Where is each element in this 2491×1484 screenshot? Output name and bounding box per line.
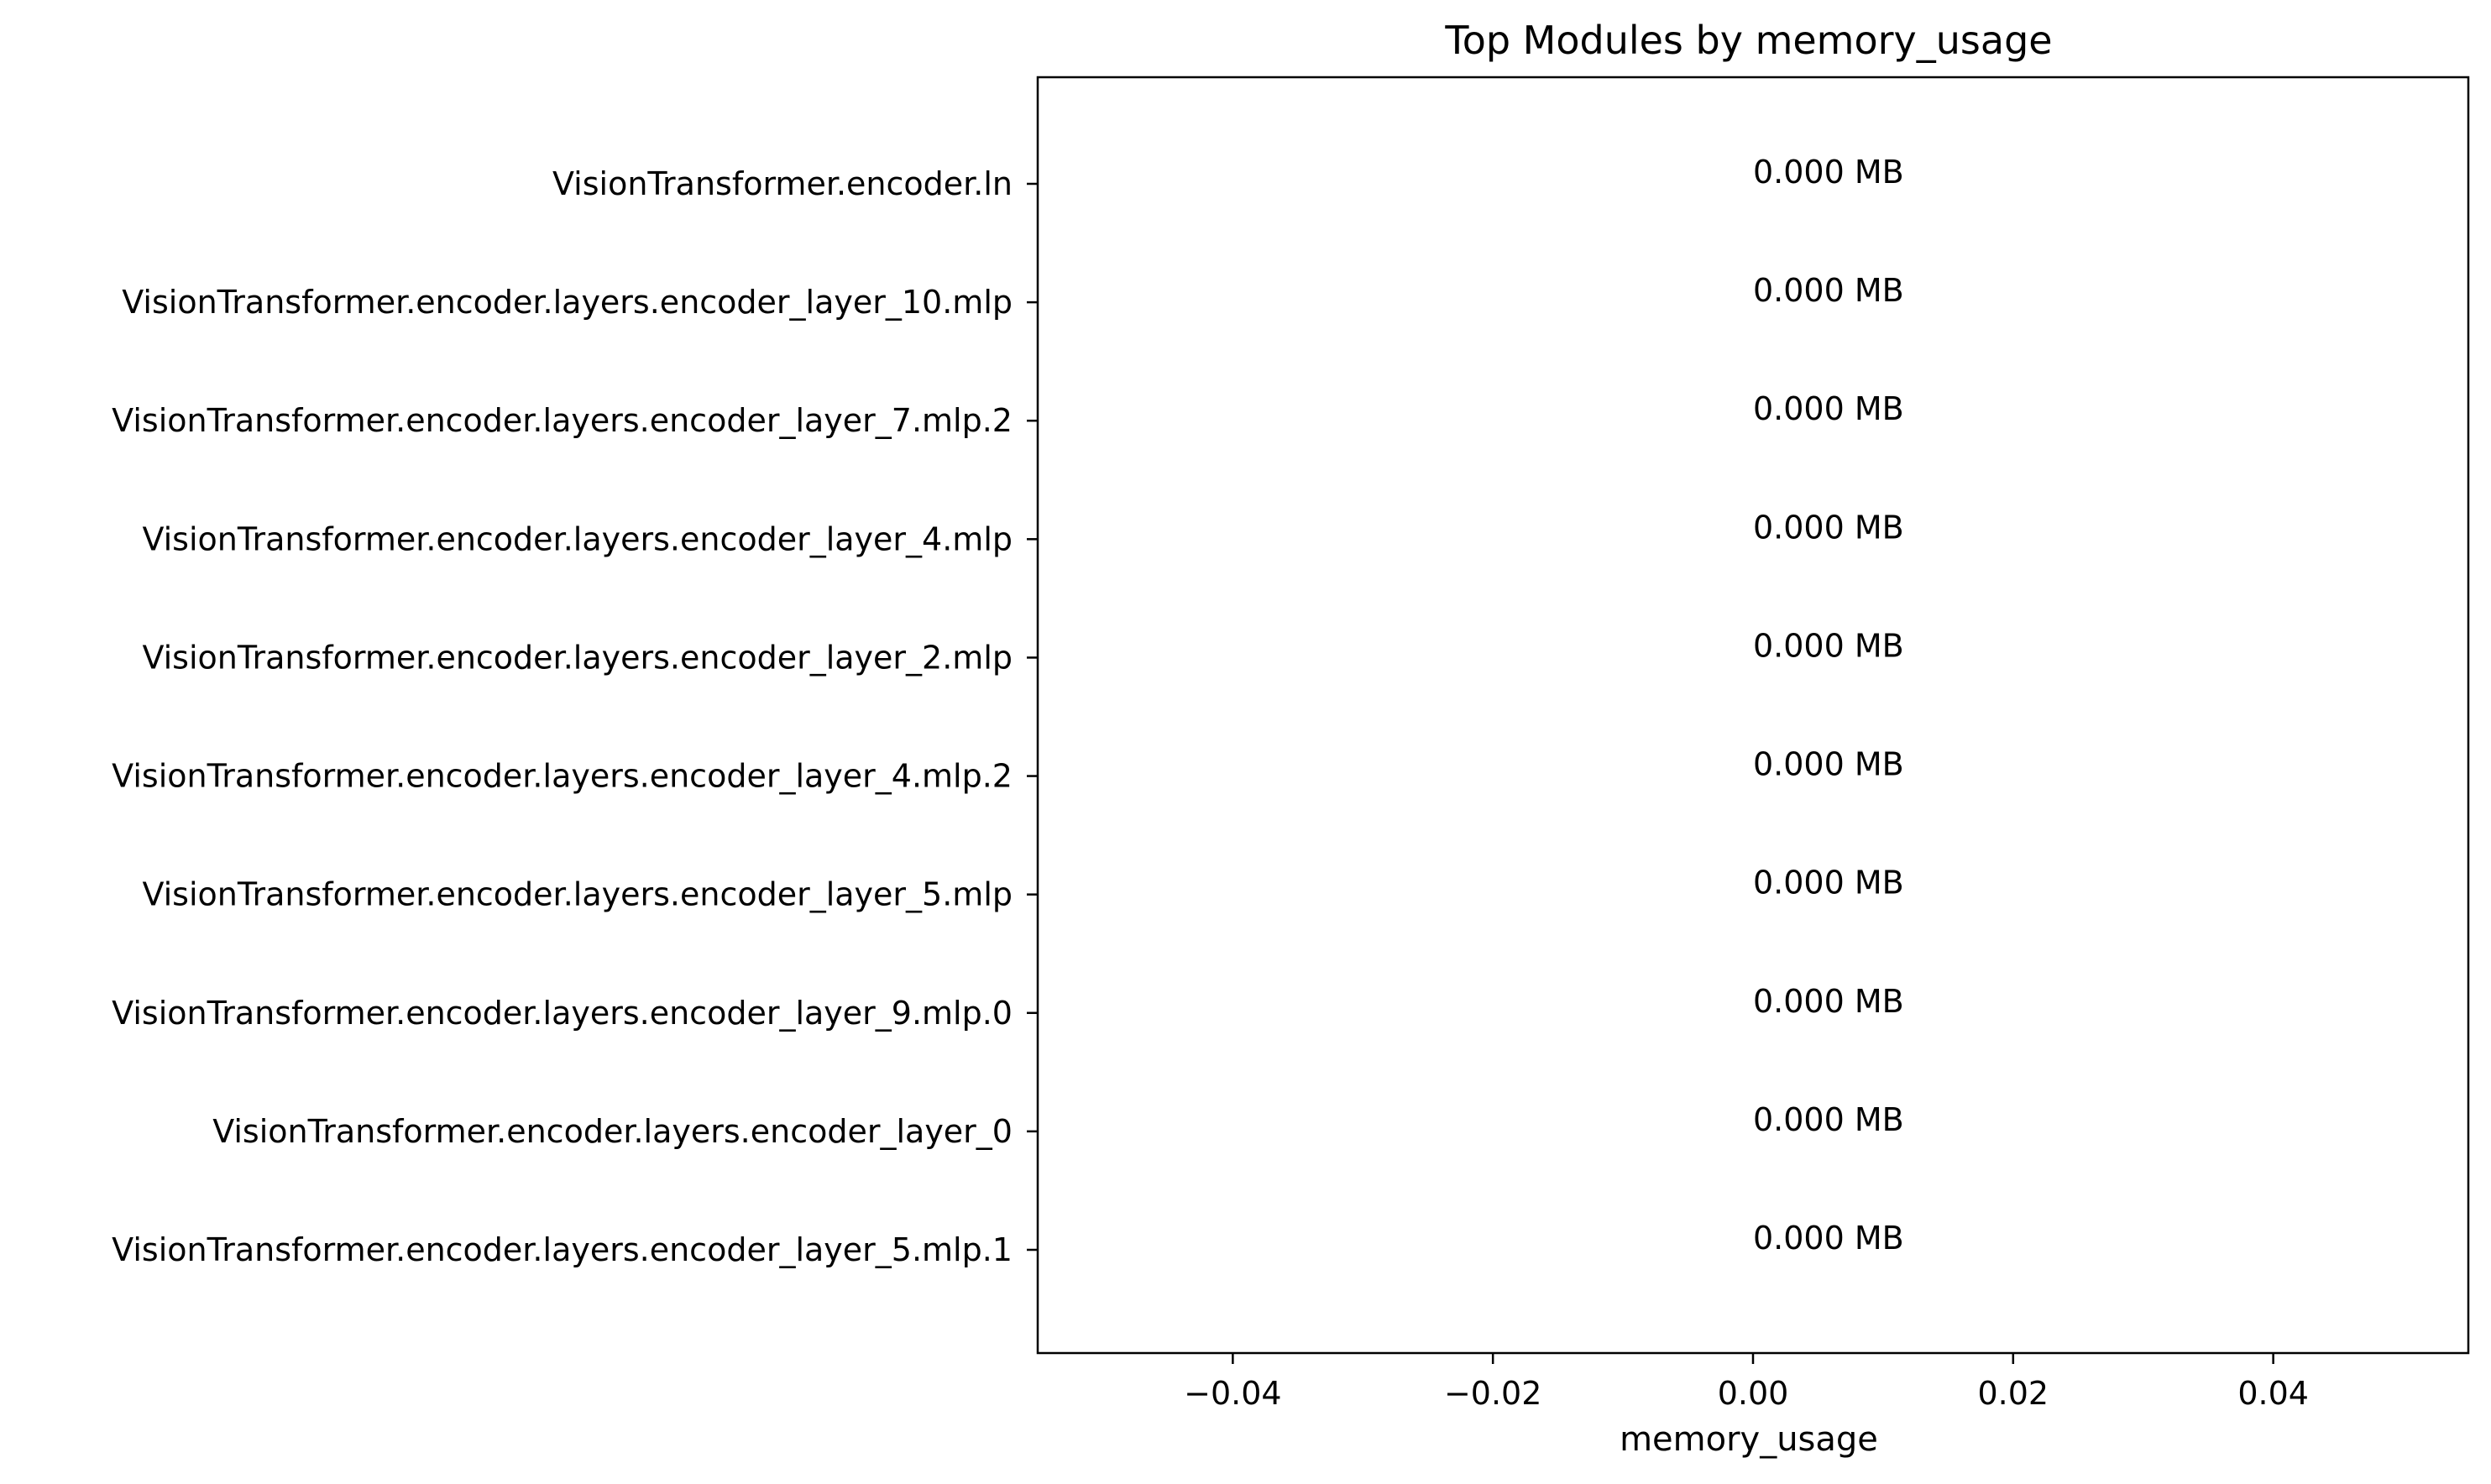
y-category-label: VisionTransformer.encoder.ln xyxy=(552,165,1013,202)
y-category-label: VisionTransformer.encoder.layers.encoder… xyxy=(112,995,1013,1032)
plot-area-frame xyxy=(1036,76,2470,1355)
bar-value-label: 0.000 MB xyxy=(1753,983,1904,1020)
x-tick-label: 0.02 xyxy=(1978,1375,2049,1412)
bar-value-label: 0.000 MB xyxy=(1753,1220,1904,1257)
y-category-label: VisionTransformer.encoder.layers.encoder… xyxy=(142,639,1013,676)
chart-title: Top Modules by memory_usage xyxy=(1444,18,2052,63)
bar-value-label: 0.000 MB xyxy=(1753,509,1904,546)
x-tick-label: 0.04 xyxy=(2237,1375,2309,1412)
y-category-label: VisionTransformer.encoder.layers.encoder… xyxy=(122,284,1013,321)
bar-value-label: 0.000 MB xyxy=(1753,1101,1904,1138)
y-category-label: VisionTransformer.encoder.layers.encoder… xyxy=(142,520,1013,557)
bar-value-label: 0.000 MB xyxy=(1753,154,1904,191)
bar-value-label: 0.000 MB xyxy=(1753,390,1904,427)
x-tick-label: −0.04 xyxy=(1184,1375,1281,1412)
x-axis-label: memory_usage xyxy=(1620,1420,1878,1459)
bar-value-label: 0.000 MB xyxy=(1753,627,1904,664)
x-tick-label: 0.00 xyxy=(1718,1375,1789,1412)
x-tick-label: −0.02 xyxy=(1444,1375,1541,1412)
y-category-label: VisionTransformer.encoder.layers.encoder… xyxy=(212,1113,1013,1150)
y-category-label: VisionTransformer.encoder.layers.encoder… xyxy=(112,1231,1013,1268)
bar-value-label: 0.000 MB xyxy=(1753,865,1904,901)
y-category-label: VisionTransformer.encoder.layers.encoder… xyxy=(112,758,1013,795)
y-category-label: VisionTransformer.encoder.layers.encoder… xyxy=(142,876,1013,913)
y-category-label: VisionTransformer.encoder.layers.encoder… xyxy=(112,402,1013,439)
chart-marks: −0.04 −0.02 0.00 0.02 0.04 VisionTransformer.… xyxy=(112,154,2309,1412)
bar-value-label: 0.000 MB xyxy=(1753,272,1904,309)
bar-value-label: 0.000 MB xyxy=(1753,746,1904,783)
